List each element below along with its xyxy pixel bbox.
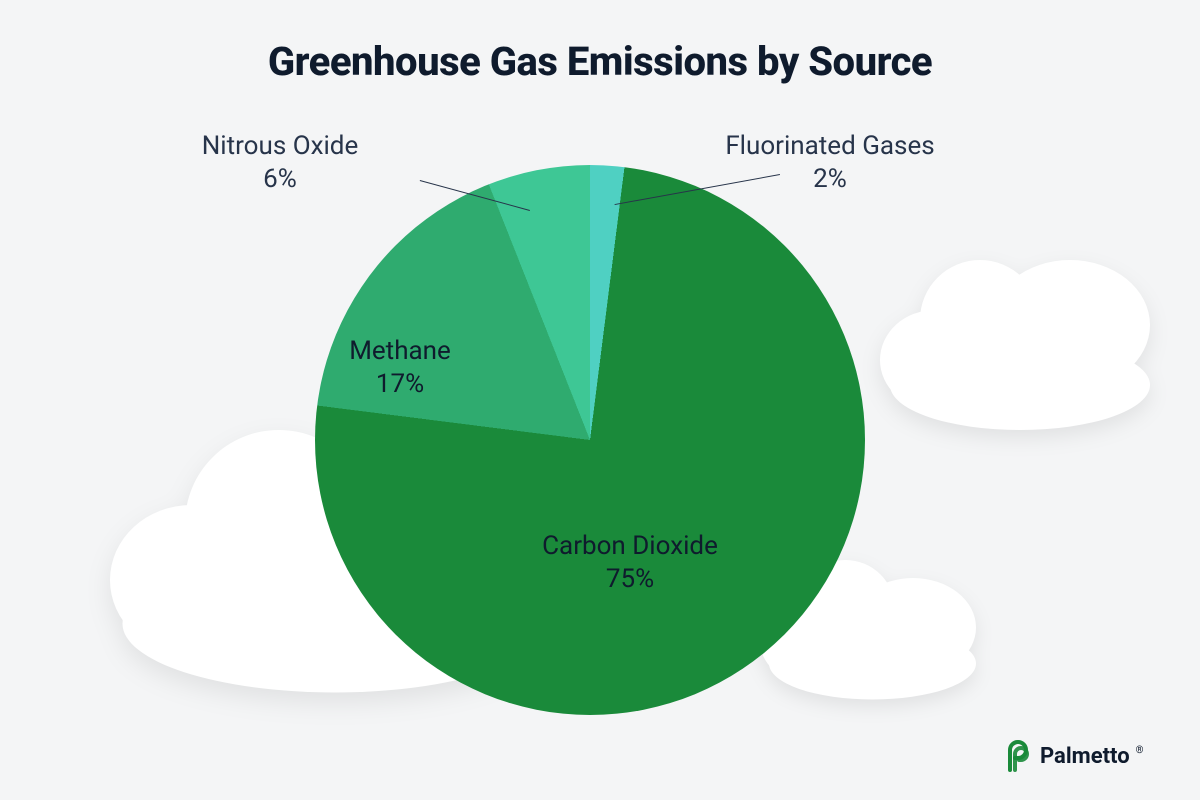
palmetto-logo-icon: [1000, 740, 1032, 772]
label-nitrous-oxide-name: Nitrous Oxide: [202, 130, 359, 163]
label-fluorinated-pct: 2%: [725, 163, 934, 196]
label-co2-name: Carbon Dioxide: [542, 530, 718, 563]
label-nitrous-oxide-pct: 6%: [202, 163, 359, 196]
pie-disc: [315, 165, 865, 715]
infographic-stage: Greenhouse Gas Emissions by Source Nitro…: [0, 0, 1200, 800]
label-fluorinated-name: Fluorinated Gases: [725, 130, 934, 163]
pie-chart: [315, 165, 865, 715]
chart-title: Greenhouse Gas Emissions by Source: [0, 38, 1200, 85]
brand-badge: Palmetto ®: [1000, 740, 1146, 772]
label-carbon-dioxide: Carbon Dioxide 75%: [542, 530, 718, 595]
brand-registered: ®: [1136, 745, 1144, 756]
label-nitrous-oxide: Nitrous Oxide 6%: [202, 130, 359, 195]
label-fluorinated-gases: Fluorinated Gases 2%: [725, 130, 934, 195]
brand-name: Palmetto: [1040, 744, 1130, 769]
chart-title-text: Greenhouse Gas Emissions by Source: [268, 38, 932, 85]
label-methane: Methane 17%: [349, 335, 451, 400]
label-co2-pct: 75%: [542, 563, 718, 596]
label-methane-name: Methane: [349, 335, 451, 368]
label-methane-pct: 17%: [349, 368, 451, 401]
